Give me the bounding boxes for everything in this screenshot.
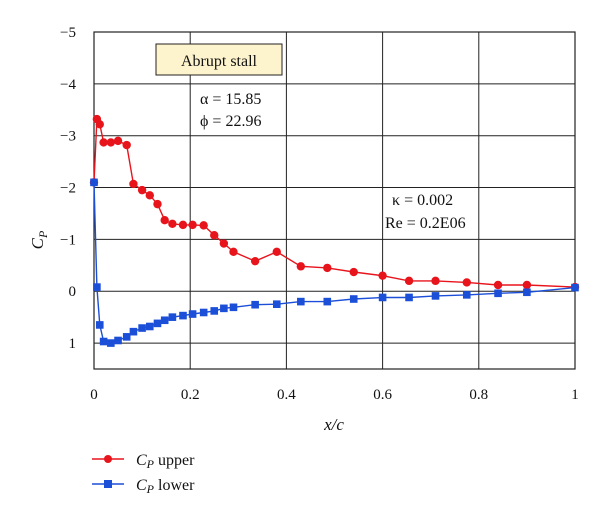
- data-point: [93, 283, 101, 291]
- data-point: [178, 220, 188, 230]
- data-point: [129, 327, 138, 336]
- y-axis-ticks: −5 −4 −3 −2 −1 0 1: [60, 25, 76, 352]
- data-point: [168, 219, 177, 229]
- data-point: [431, 292, 440, 300]
- data-point: [378, 293, 387, 302]
- annotation-kappa: κ = 0.002: [392, 192, 453, 209]
- data-point: [522, 280, 532, 290]
- series-upper: [89, 114, 580, 292]
- data-point: [122, 333, 131, 341]
- series-layer: [89, 114, 580, 347]
- data-point: [168, 313, 177, 321]
- data-point: [431, 276, 440, 286]
- data-point: [95, 120, 104, 129]
- data-point: [210, 307, 219, 315]
- data-point: [99, 138, 108, 147]
- data-point: [405, 293, 413, 302]
- y-tick-label: −2: [60, 181, 76, 197]
- data-point: [272, 300, 281, 308]
- annotation-phi: ϕ = 22.96: [200, 113, 261, 130]
- y-tick-label: −3: [60, 129, 76, 145]
- data-point: [99, 337, 108, 346]
- x-tick-label: 0.4: [277, 387, 296, 403]
- data-point: [129, 179, 138, 189]
- data-point: [145, 191, 154, 200]
- series-lower: [90, 178, 579, 347]
- data-point: [188, 310, 197, 318]
- data-point: [323, 297, 332, 306]
- legend-label-lower: CP lower: [136, 477, 195, 496]
- data-point: [138, 324, 146, 332]
- data-point: [145, 322, 154, 331]
- data-point: [160, 316, 169, 325]
- data-point: [250, 256, 260, 266]
- data-point: [378, 271, 387, 280]
- x-tick-label: 0.8: [469, 387, 488, 403]
- y-axis-title: CP: [28, 230, 50, 249]
- x-axis-title: x/c: [323, 415, 344, 434]
- grid-lines: [94, 32, 575, 369]
- data-point: [272, 247, 281, 257]
- data-point: [188, 220, 197, 230]
- annotation-alpha: α = 15.85: [200, 91, 261, 108]
- y-tick-label: −5: [60, 25, 76, 41]
- data-point: [349, 267, 358, 277]
- data-point: [523, 288, 531, 297]
- data-point: [494, 289, 502, 298]
- x-tick-label: 0.2: [181, 387, 200, 403]
- x-tick-label: 0: [90, 387, 98, 403]
- x-axis-ticks: 0 0.2 0.4 0.6 0.8 1: [90, 387, 579, 403]
- data-point: [122, 140, 131, 150]
- data-point: [251, 300, 259, 309]
- data-point: [113, 136, 123, 146]
- y-tick-label: −1: [60, 232, 76, 248]
- y-axis-title-subscript: P: [36, 230, 50, 239]
- data-point: [229, 303, 238, 312]
- data-point: [323, 263, 332, 273]
- data-point: [462, 278, 471, 287]
- data-point: [210, 231, 219, 240]
- annotation-box-label: Abrupt stall: [181, 53, 258, 70]
- data-point: [404, 276, 414, 286]
- y-tick-label: −4: [60, 77, 76, 93]
- y-tick-label: 1: [69, 336, 77, 352]
- series-line: [93, 116, 576, 288]
- y-tick-label: 0: [69, 284, 77, 300]
- data-point: [349, 295, 358, 303]
- data-point: [153, 199, 162, 209]
- x-tick-label: 0.6: [373, 387, 392, 403]
- annotation-reynolds: Re = 0.2E06: [385, 215, 466, 232]
- data-point: [106, 138, 116, 147]
- data-point: [296, 262, 306, 271]
- legend: CP upper CP lower: [92, 452, 195, 496]
- data-point: [219, 239, 229, 248]
- data-point: [571, 283, 579, 292]
- data-point: [199, 221, 208, 230]
- data-point: [229, 247, 238, 257]
- data-point: [179, 311, 187, 320]
- data-point: [137, 185, 147, 195]
- data-point: [220, 304, 228, 313]
- data-point: [493, 280, 503, 290]
- data-point: [153, 319, 162, 328]
- data-point: [90, 178, 98, 187]
- legend-label-upper: CP upper: [136, 452, 195, 471]
- data-point: [462, 291, 471, 299]
- legend-marker-upper: [104, 455, 112, 463]
- x-tick-label: 1: [571, 387, 579, 403]
- annotation-box: [155, 43, 283, 76]
- legend-marker-lower: [104, 480, 112, 488]
- data-point: [297, 297, 305, 306]
- data-point: [95, 321, 104, 329]
- data-point: [107, 339, 115, 347]
- data-point: [199, 308, 208, 317]
- data-point: [114, 336, 122, 345]
- data-point: [160, 216, 169, 225]
